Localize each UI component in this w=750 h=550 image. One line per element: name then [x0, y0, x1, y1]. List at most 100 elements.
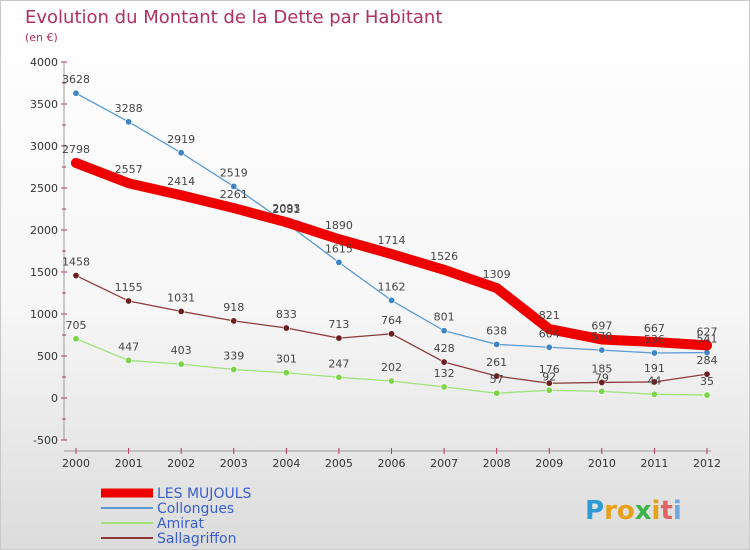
data-label-les-mujouls: 1526	[430, 250, 458, 263]
data-label-sallagriffon: 918	[223, 301, 244, 314]
data-label-collongues: 801	[434, 311, 455, 324]
data-point-collongues	[177, 149, 185, 157]
data-point-sallagriffon	[177, 307, 185, 315]
data-point-les-mujouls	[386, 249, 397, 260]
series-amirat	[72, 335, 711, 399]
data-point-les-mujouls	[596, 334, 607, 345]
data-point-amirat	[545, 386, 553, 394]
data-label-amirat: 202	[381, 361, 402, 374]
data-point-sallagriffon	[125, 297, 133, 305]
data-point-les-mujouls	[439, 264, 450, 275]
data-point-collongues	[598, 346, 606, 354]
data-label-sallagriffon: 428	[434, 342, 455, 355]
data-label-les-mujouls: 2261	[220, 188, 248, 201]
data-label-collongues: 638	[486, 324, 507, 337]
data-label-amirat: 79	[595, 371, 609, 384]
x-tick-label: 2000	[62, 457, 90, 470]
data-label-les-mujouls: 697	[591, 319, 612, 332]
x-tick-label: 2005	[325, 457, 353, 470]
data-label-les-mujouls: 2557	[115, 163, 143, 176]
data-label-collongues: 2919	[167, 133, 195, 146]
data-point-collongues	[230, 182, 238, 190]
data-point-amirat	[650, 390, 658, 398]
legend-label: Amirat	[157, 516, 204, 532]
legend-label: Sallagriffon	[157, 531, 236, 547]
data-label-sallagriffon: 764	[381, 314, 402, 327]
legend-item-les-mujouls: LES MUJOULS	[101, 486, 252, 502]
data-point-amirat	[598, 387, 606, 395]
data-label-collongues: 3288	[115, 102, 143, 115]
y-tick-label: 0	[51, 392, 58, 405]
data-label-amirat: 339	[223, 350, 244, 363]
data-label-les-mujouls: 1309	[483, 268, 511, 281]
data-label-les-mujouls: 2414	[167, 175, 195, 188]
data-point-collongues	[125, 118, 133, 126]
series-layer	[71, 89, 712, 399]
data-label-sallagriffon: 191	[644, 362, 665, 375]
x-tick-label: 2001	[115, 457, 143, 470]
data-label-les-mujouls: 667	[644, 322, 665, 335]
data-label-collongues: 1615	[325, 242, 353, 255]
data-label-sallagriffon: 833	[276, 308, 297, 321]
data-label-sallagriffon: 261	[486, 356, 507, 369]
data-label-les-mujouls: 1890	[325, 219, 353, 232]
data-label-collongues: 536	[644, 333, 665, 346]
axes: -500 0 500 1000 1500 2000 2500 3000 3500 4000 2000…	[30, 56, 721, 470]
data-label-collongues: 604	[539, 327, 560, 340]
data-point-les-mujouls	[281, 217, 292, 228]
data-label-sallagriffon: 284	[697, 354, 718, 367]
chart-subtitle: (en €)	[25, 31, 58, 44]
data-point-sallagriffon	[230, 317, 238, 325]
x-tick-label: 2011	[640, 457, 668, 470]
data-label-amirat: 705	[66, 319, 87, 332]
data-label-amirat: 132	[434, 367, 455, 380]
data-point-collongues	[387, 296, 395, 304]
data-point-les-mujouls	[71, 157, 81, 168]
y-tick-label: 500	[37, 350, 58, 363]
data-label-amirat: 247	[328, 357, 349, 370]
data-point-sallagriffon	[282, 324, 290, 332]
y-tick-label: 3000	[30, 140, 58, 153]
data-point-collongues	[493, 340, 501, 348]
x-tick-label: 2006	[378, 457, 406, 470]
data-label-amirat: 92	[542, 370, 556, 383]
data-label-collongues: 541	[697, 333, 718, 346]
data-labels: 3628 3288 2919 2519 2081 1615 1162 801 638 604 570…	[62, 73, 718, 388]
data-point-amirat	[72, 335, 80, 343]
data-label-sallagriffon: 713	[328, 318, 349, 331]
x-tick-label: 2008	[483, 457, 511, 470]
data-point-amirat	[335, 373, 343, 381]
data-label-les-mujouls: 2093	[272, 202, 300, 215]
data-point-les-mujouls	[649, 336, 660, 347]
proxiti-logo: Proxiti	[585, 496, 682, 526]
legend-label: Collongues	[157, 501, 234, 517]
y-tick-label: -500	[33, 434, 58, 447]
series-les-mujouls	[71, 157, 712, 351]
data-label-sallagriffon: 1031	[167, 291, 195, 304]
x-tick-label: 2009	[535, 457, 563, 470]
data-point-amirat	[440, 383, 448, 391]
data-point-collongues	[335, 258, 343, 266]
data-label-sallagriffon: 1155	[115, 281, 143, 294]
data-point-collongues	[440, 327, 448, 335]
data-label-collongues: 570	[591, 330, 612, 343]
legend-item-collongues: Collongues	[101, 501, 234, 517]
legend-item-sallagriffon: Sallagriffon	[101, 531, 236, 547]
data-label-les-mujouls: 821	[539, 309, 560, 322]
y-tick-label: 2500	[30, 182, 58, 195]
data-point-les-mujouls	[176, 190, 187, 201]
data-point-sallagriffon	[440, 358, 448, 366]
data-point-collongues	[650, 349, 658, 357]
data-point-sallagriffon	[493, 372, 501, 380]
data-point-les-mujouls	[491, 283, 502, 294]
data-label-amirat: 301	[276, 353, 297, 366]
data-point-sallagriffon	[545, 379, 553, 387]
data-label-amirat: 44	[647, 374, 661, 387]
data-point-amirat	[230, 366, 238, 374]
data-label-les-mujouls: 1714	[378, 234, 406, 247]
y-tick-label: 4000	[30, 56, 58, 69]
data-label-amirat: 447	[118, 340, 139, 353]
